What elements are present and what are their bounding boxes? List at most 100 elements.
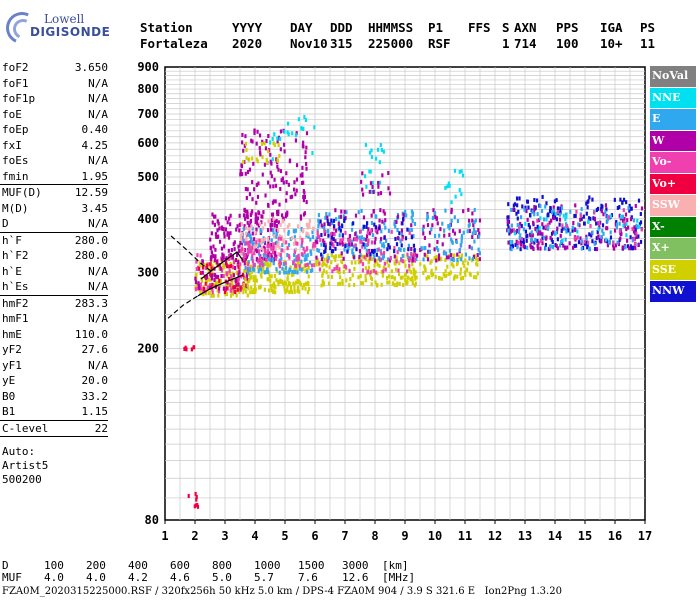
param-value: 4.25 <box>81 138 109 152</box>
echo-point <box>394 267 398 272</box>
echo-point <box>594 246 597 251</box>
echo-point <box>370 189 374 194</box>
echo-point <box>464 252 467 257</box>
echo-point <box>549 206 552 211</box>
echo-point <box>297 117 300 122</box>
echo-point <box>268 243 271 248</box>
echo-point <box>519 215 523 220</box>
echo-point <box>270 274 273 279</box>
echo-point <box>257 249 261 254</box>
echo-point <box>347 238 351 243</box>
echo-point <box>442 251 446 256</box>
echo-point <box>271 157 274 162</box>
echo-point <box>636 218 639 223</box>
echo-point <box>299 216 303 221</box>
echo-point <box>304 286 307 291</box>
echo-point <box>579 213 582 218</box>
echo-point <box>266 249 269 254</box>
echo-point <box>561 238 564 243</box>
echo-point <box>294 263 297 268</box>
x-tick-label: 13 <box>518 529 532 543</box>
echo-point <box>327 256 330 261</box>
echo-point <box>553 199 557 204</box>
echo-point <box>626 244 629 249</box>
echo-point <box>248 266 251 271</box>
echo-point <box>225 271 229 276</box>
echo-point <box>533 212 536 217</box>
echo-point <box>400 258 403 263</box>
echo-point <box>228 216 231 221</box>
echo-point <box>297 259 300 264</box>
echo-point <box>292 241 296 246</box>
echo-point <box>360 179 363 184</box>
legend-item-nnw: NNW <box>650 281 696 302</box>
param-value: 280.0 <box>74 233 108 247</box>
echo-point <box>587 220 590 225</box>
echo-point <box>575 209 578 214</box>
echo-point <box>368 256 372 261</box>
echo-point <box>227 248 230 253</box>
echo-point <box>235 270 239 275</box>
echo-point <box>363 245 367 250</box>
echo-point <box>244 257 247 262</box>
echo-point <box>411 276 414 281</box>
echo-point <box>537 241 540 246</box>
echo-point <box>283 248 286 253</box>
echo-point <box>276 164 279 169</box>
echo-point <box>240 222 243 227</box>
echo-point <box>415 275 418 280</box>
echo-point <box>261 172 264 177</box>
param-label: MUF(D) <box>2 186 42 199</box>
echo-point <box>276 211 279 216</box>
header-row1-cell: P1 <box>428 20 444 35</box>
echo-point <box>545 235 548 240</box>
echo-point <box>276 136 279 141</box>
echo-point <box>330 274 334 279</box>
echo-point <box>270 246 273 251</box>
echo-point <box>223 290 227 295</box>
echo-point <box>637 198 641 203</box>
echo-point <box>214 254 217 259</box>
echo-point <box>229 231 232 236</box>
echo-point <box>589 216 592 221</box>
echo-point <box>264 193 267 198</box>
echo-point <box>350 239 353 244</box>
echo-point <box>220 274 223 279</box>
echo-point <box>285 198 288 203</box>
echo-point <box>229 253 232 258</box>
echo-point <box>550 218 553 223</box>
echo-point <box>274 290 277 295</box>
echo-point <box>259 221 262 226</box>
echo-point <box>298 266 301 271</box>
param-label: yE <box>2 374 16 387</box>
echo-point <box>270 238 273 243</box>
echo-point <box>201 278 204 283</box>
echo-point <box>406 227 409 232</box>
echo-point <box>515 211 518 216</box>
echo-point <box>435 266 438 271</box>
echo-point <box>224 292 227 297</box>
echo-point <box>311 268 314 273</box>
echo-point <box>634 228 637 233</box>
echo-point <box>510 247 513 252</box>
echo-point <box>248 167 252 172</box>
echo-point <box>638 224 641 229</box>
echo-point <box>284 261 287 266</box>
echo-point <box>258 211 261 216</box>
echo-point <box>525 234 528 239</box>
echo-point <box>229 264 233 269</box>
echo-point <box>380 269 383 274</box>
echo-point <box>271 136 274 141</box>
echo-point <box>251 253 254 258</box>
echo-point <box>328 212 331 217</box>
footer-value: 1000 <box>254 559 281 572</box>
param-label: foEs <box>2 154 29 167</box>
echo-point <box>274 247 277 252</box>
echo-point <box>407 275 410 280</box>
echo-point <box>450 210 453 215</box>
echo-point <box>254 230 257 235</box>
echo-point <box>568 241 571 246</box>
echo-point <box>291 269 294 274</box>
echo-point <box>250 285 253 290</box>
echo-point <box>590 233 593 238</box>
